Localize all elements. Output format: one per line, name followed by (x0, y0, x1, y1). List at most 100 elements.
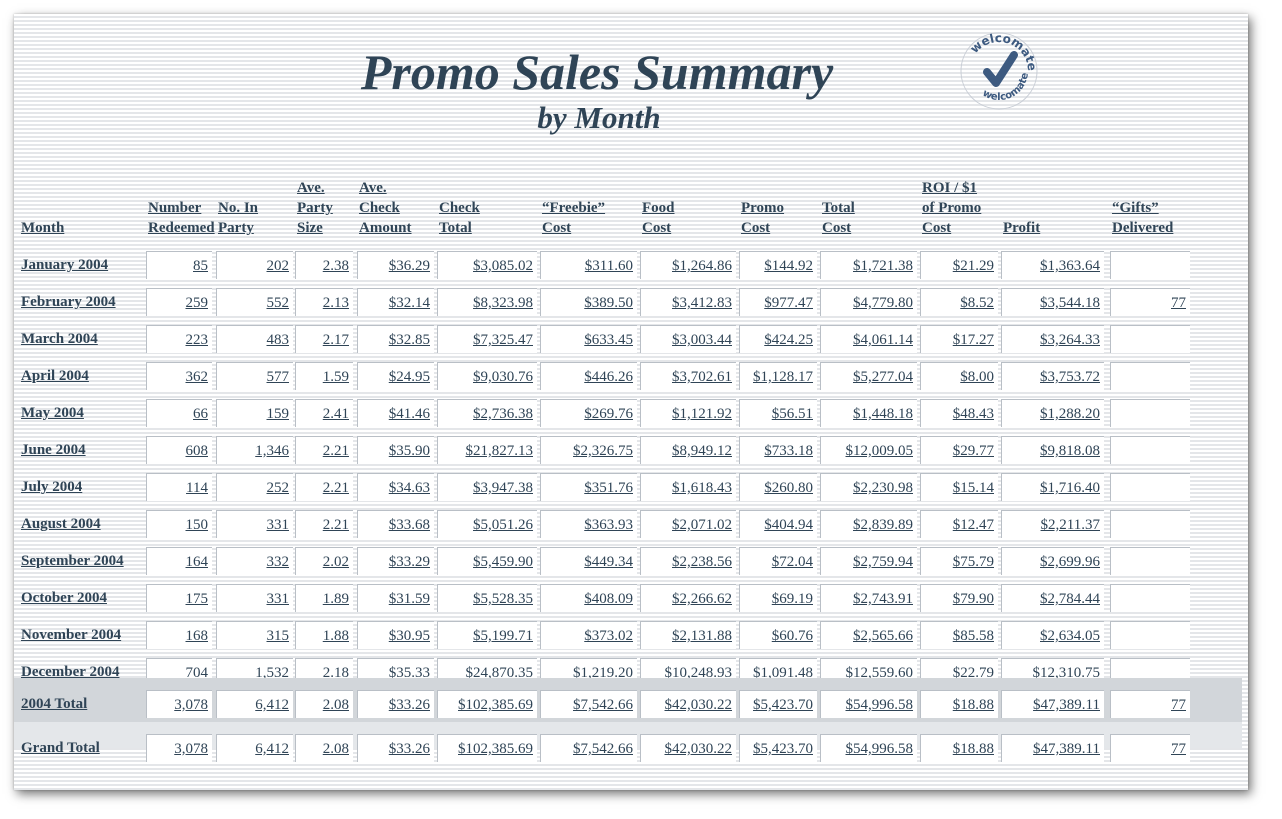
cell-total-cost: $54,996.58 (820, 734, 917, 762)
column-header-line: No. In (218, 200, 259, 216)
month-december-2004[interactable]: December 2004 (21, 664, 120, 680)
cell-roi-1-of-promo-cost: $8.52 (920, 288, 998, 316)
cell-freebie-cost: $363.93 (540, 510, 637, 538)
cell-total-cost: $12,009.05 (820, 436, 917, 464)
cell-food-cost: $1,121.92 (640, 399, 736, 427)
column-header-line: Cost (822, 220, 852, 236)
cell-total-cost: $4,061.14 (820, 325, 917, 353)
cell-freebie-cost: $373.02 (540, 621, 637, 649)
cell-check-total: $3,947.38 (437, 473, 537, 501)
cell-roi-1-of-promo-cost: $48.43 (920, 399, 998, 427)
cell-roi-1-of-promo-cost: $12.47 (920, 510, 998, 538)
cell-ave-check-amount: $33.26 (357, 690, 434, 718)
cell-promo-cost: $1,128.17 (739, 362, 817, 390)
cell-food-cost: $1,618.43 (640, 473, 736, 501)
column-header-line: Cost (542, 220, 572, 236)
cell-total-cost: $2,759.94 (820, 547, 917, 575)
cell-freebie-cost: $311.60 (540, 251, 637, 279)
cell-freebie-cost: $7,542.66 (540, 734, 637, 762)
cell-ave-check-amount: $36.29 (357, 251, 434, 279)
cell-food-cost: $42,030.22 (640, 734, 736, 762)
cell-no-in-party: 331 (216, 510, 293, 538)
cell-ave-party-size: 2.13 (295, 288, 353, 316)
cell-no-in-party: 202 (216, 251, 293, 279)
cell-no-in-party: 6,412 (216, 690, 293, 718)
cell-ave-party-size: 1.59 (295, 362, 353, 390)
cell-check-total: $5,528.35 (437, 584, 537, 612)
cell-promo-cost: $69.19 (739, 584, 817, 612)
cell-no-in-party: 6,412 (216, 734, 293, 762)
cell-gifts-delivered: 77 (1110, 288, 1190, 316)
cell-promo-cost: $60.76 (739, 621, 817, 649)
total-label-2004-total[interactable]: 2004 Total (21, 696, 88, 712)
cell-profit: $3,264.33 (1001, 325, 1104, 353)
column-header-line: Party (297, 200, 333, 216)
cell-ave-party-size: 2.21 (295, 473, 353, 501)
cell-ave-party-size: 1.89 (295, 584, 353, 612)
month-november-2004[interactable]: November 2004 (21, 627, 122, 643)
cell-number-redeemed: 164 (146, 547, 212, 575)
cell-check-total: $102,385.69 (437, 690, 537, 718)
month-august-2004[interactable]: August 2004 (21, 516, 101, 532)
month-may-2004[interactable]: May 2004 (21, 405, 84, 421)
cell-profit: $2,211.37 (1001, 510, 1104, 538)
month-april-2004[interactable]: April 2004 (21, 368, 89, 384)
column-header-line: Amount (359, 220, 412, 236)
total-label-grand-total[interactable]: Grand Total (21, 740, 100, 756)
cell-profit: $1,363.64 (1001, 251, 1104, 279)
cell-roi-1-of-promo-cost: $21.29 (920, 251, 998, 279)
cell-profit: $47,389.11 (1001, 734, 1104, 762)
cell-ave-check-amount: $31.59 (357, 584, 434, 612)
cell-number-redeemed: 362 (146, 362, 212, 390)
column-header: Number Redeemed (148, 198, 215, 238)
cell-gifts-delivered: 77 (1110, 690, 1190, 718)
column-header-line: Party (218, 220, 254, 236)
cell-ave-check-amount: $35.90 (357, 436, 434, 464)
cell-freebie-cost: $351.76 (540, 473, 637, 501)
cell-number-redeemed: 259 (146, 288, 212, 316)
cell-freebie-cost: $389.50 (540, 288, 637, 316)
column-header: Total Cost (822, 198, 855, 238)
column-header-line: Total (439, 220, 472, 236)
cell-promo-cost: $5,423.70 (739, 734, 817, 762)
column-header-line: Food (642, 200, 675, 216)
month-january-2004[interactable]: January 2004 (21, 257, 109, 273)
cell-promo-cost: $72.04 (739, 547, 817, 575)
cell-freebie-cost: $269.76 (540, 399, 637, 427)
cell-roi-1-of-promo-cost: $17.27 (920, 325, 998, 353)
cell-number-redeemed: 85 (146, 251, 212, 279)
cell-ave-check-amount: $32.14 (357, 288, 434, 316)
cell-gifts-delivered (1110, 362, 1190, 390)
column-header-line: Cost (642, 220, 672, 236)
cell-promo-cost: $733.18 (739, 436, 817, 464)
column-header: Promo Cost (741, 198, 784, 238)
month-february-2004[interactable]: February 2004 (21, 294, 116, 310)
month-march-2004[interactable]: March 2004 (21, 331, 98, 347)
month-june-2004[interactable]: June 2004 (21, 442, 86, 458)
month-july-2004[interactable]: July 2004 (21, 479, 83, 495)
cell-check-total: $8,323.98 (437, 288, 537, 316)
report-subtitle: by Month (537, 100, 661, 135)
column-header-line: Promo (741, 200, 785, 216)
cell-check-total: $7,325.47 (437, 325, 537, 353)
month-october-2004[interactable]: October 2004 (21, 590, 107, 606)
cell-total-cost: $2,839.89 (820, 510, 917, 538)
column-header-line: ROI / $1 (922, 180, 978, 196)
cell-roi-1-of-promo-cost: $85.58 (920, 621, 998, 649)
column-header-line: Ave. (297, 180, 325, 196)
cell-profit: $1,288.20 (1001, 399, 1104, 427)
cell-gifts-delivered (1110, 584, 1190, 612)
column-header: Food Cost (642, 198, 675, 238)
cell-ave-party-size: 1.88 (295, 621, 353, 649)
cell-no-in-party: 159 (216, 399, 293, 427)
cell-number-redeemed: 223 (146, 325, 212, 353)
cell-freebie-cost: $2,326.75 (540, 436, 637, 464)
cell-gifts-delivered (1110, 621, 1190, 649)
cell-profit: $1,716.40 (1001, 473, 1104, 501)
month-september-2004[interactable]: September 2004 (21, 553, 124, 569)
column-header-line: Number (148, 200, 202, 216)
report-title: Promo Sales Summary (360, 44, 834, 100)
column-header: No. In Party (218, 198, 258, 238)
cell-food-cost: $3,003.44 (640, 325, 736, 353)
cell-total-cost: $1,448.18 (820, 399, 917, 427)
